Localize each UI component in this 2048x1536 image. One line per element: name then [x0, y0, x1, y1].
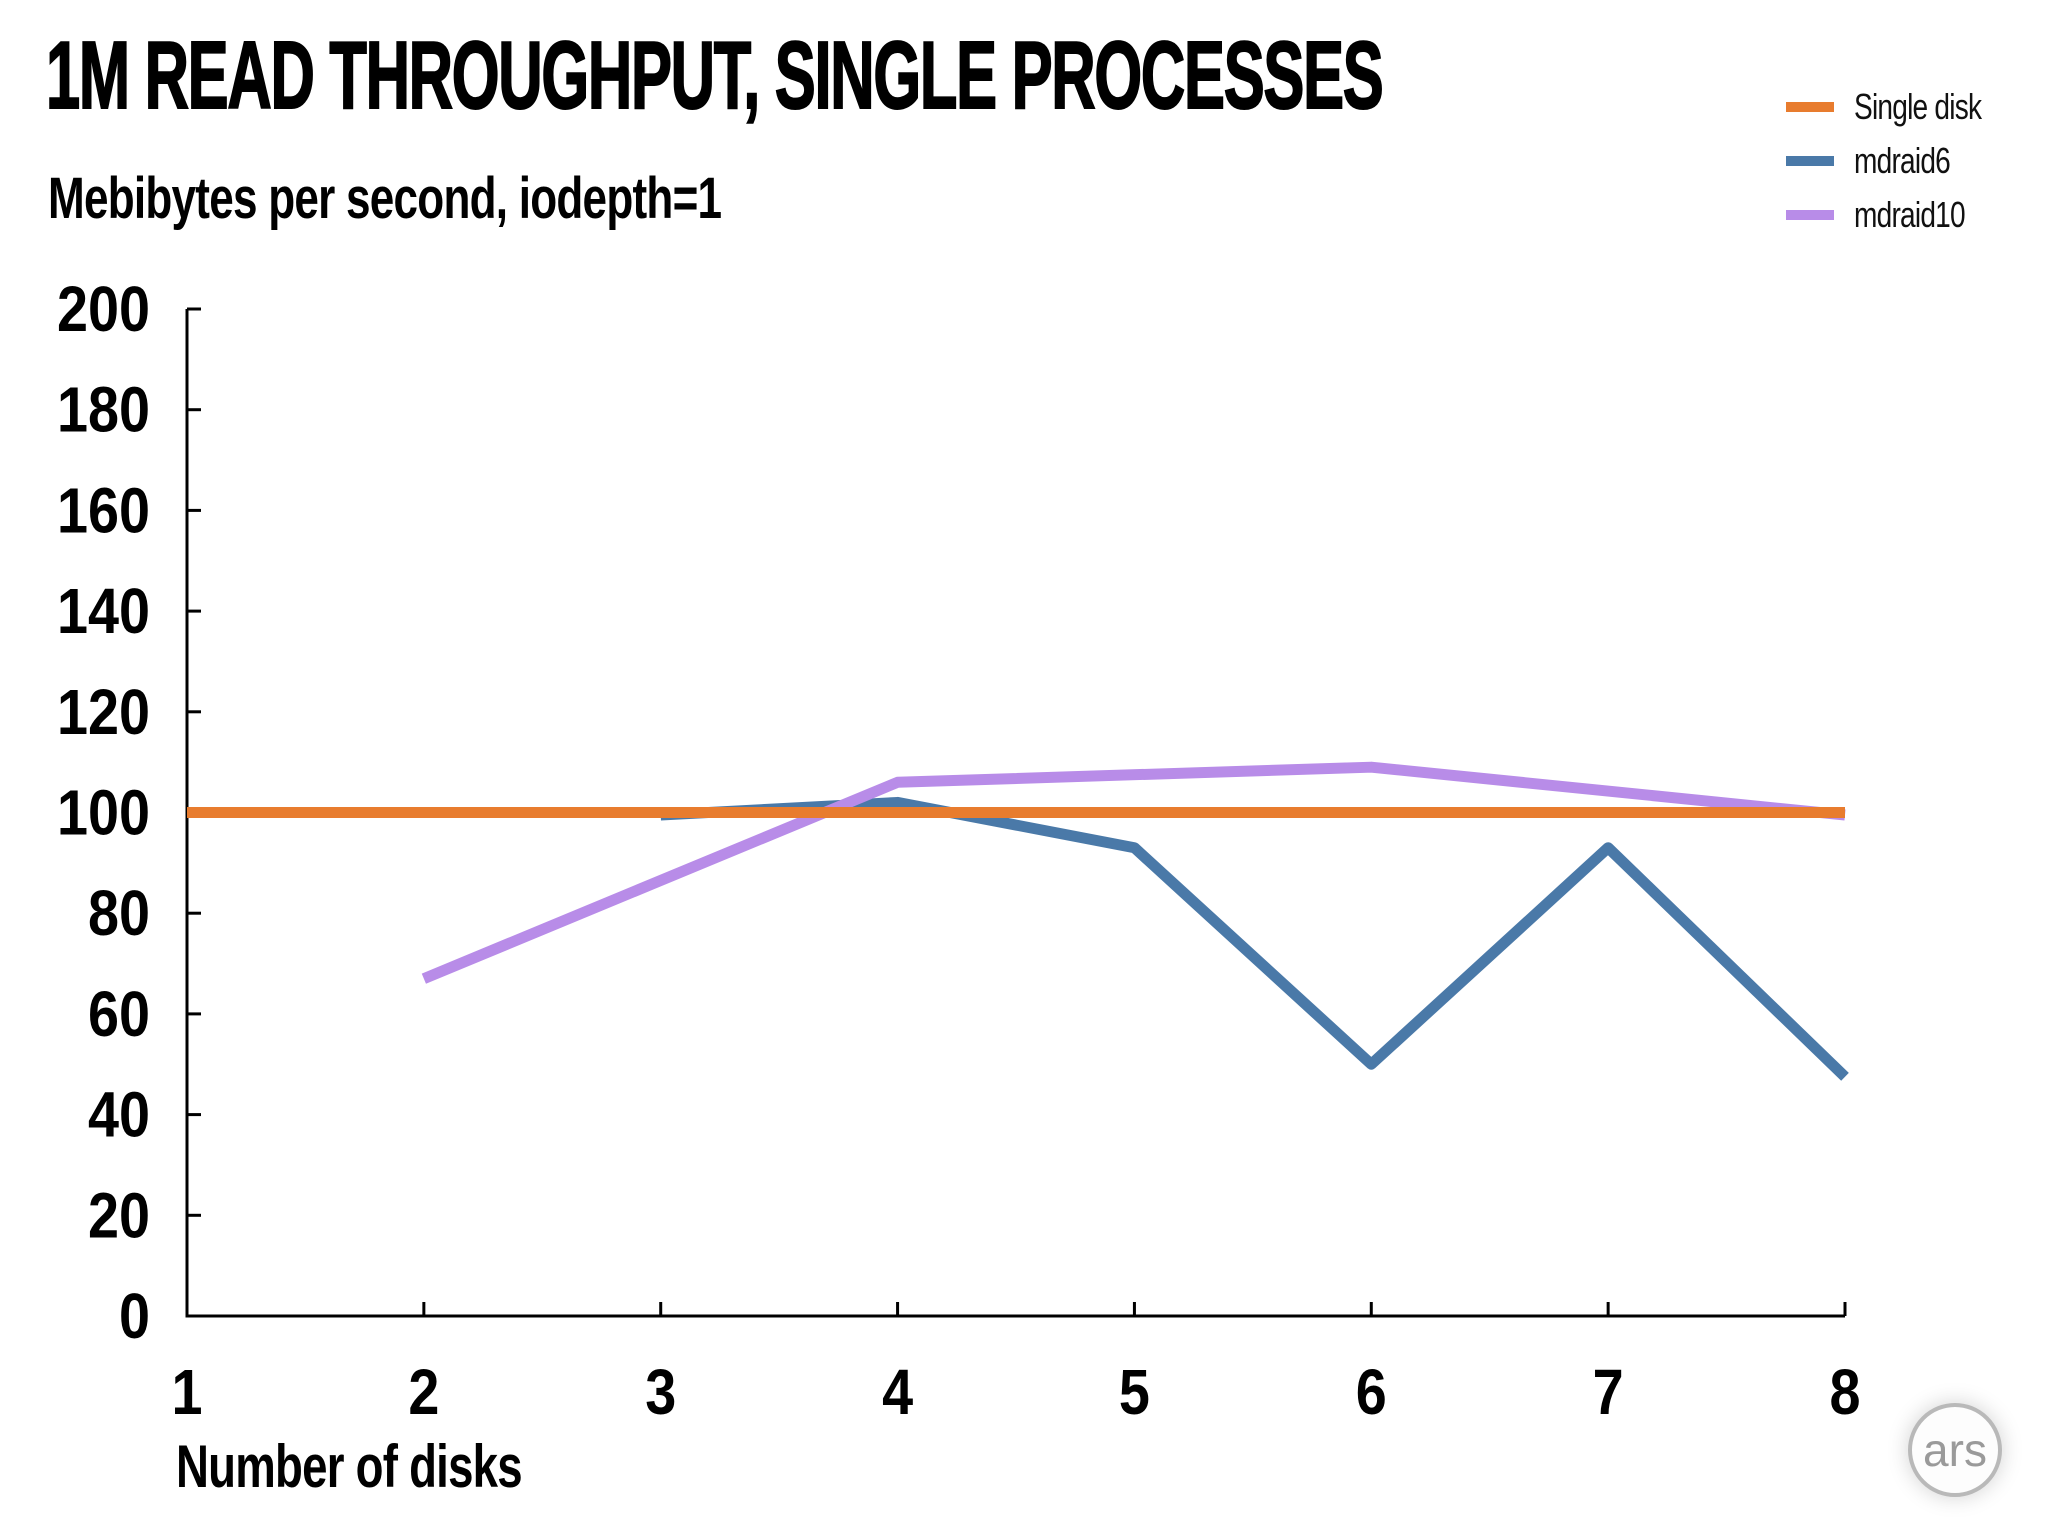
legend-label-mdraid10: mdraid10 [1854, 193, 1966, 235]
y-axis-tick-label: 160 [57, 474, 150, 546]
x-axis-tick-label: 2 [408, 1356, 439, 1428]
ars-logo: ars [1908, 1403, 2002, 1497]
x-axis-tick-label: 1 [172, 1356, 203, 1428]
y-axis-tick-label: 140 [57, 575, 150, 647]
axis-spine [185, 309, 1845, 1318]
x-axis-tick-label: 4 [882, 1356, 913, 1428]
x-axis-tick-label: 7 [1593, 1356, 1624, 1428]
chart-title: 1M READ THROUGHPUT, SINGLE PROCESSES [45, 22, 1384, 129]
series-line-mdraid10 [421, 761, 1846, 984]
legend-item-mdraid10: mdraid10 [1786, 193, 2017, 235]
series-line-mdraid6 [660, 796, 1849, 1081]
x-axis-tick-label: 6 [1356, 1356, 1387, 1428]
y-axis-tick-label: 200 [57, 273, 150, 345]
legend-swatch-mdraid10 [1786, 209, 1834, 220]
legend-item-single-disk: Single disk [1786, 85, 2017, 127]
legend-label-mdraid6: mdraid6 [1854, 139, 1951, 181]
chart-subtitle: Mebibytes per second, iodepth=1 [48, 166, 722, 231]
y-axis-tick-label: 20 [88, 1179, 150, 1251]
y-axis-tick-label: 120 [57, 676, 150, 748]
y-axis-tick-label: 60 [88, 978, 150, 1050]
legend-label-single-disk: Single disk [1854, 85, 1982, 127]
legend-item-mdraid6: mdraid6 [1786, 139, 2017, 181]
x-axis-tick-label: 5 [1119, 1356, 1150, 1428]
y-axis-tick-label: 40 [88, 1079, 150, 1151]
y-axis-tick-label: 0 [119, 1280, 150, 1352]
y-axis-tick-label: 80 [88, 877, 150, 949]
chart-legend: Single disk mdraid6 mdraid10 [1786, 85, 2017, 235]
y-axis-tick-label: 180 [57, 374, 150, 446]
legend-swatch-single-disk [1786, 101, 1834, 112]
x-axis-tick-label: 3 [645, 1356, 676, 1428]
x-axis-tick-label: 8 [1830, 1356, 1861, 1428]
y-axis-tick-label: 100 [57, 777, 150, 849]
x-axis-title: Number of disks [176, 1433, 523, 1500]
ars-logo-text: ars [1923, 1424, 1987, 1476]
legend-swatch-mdraid6 [1786, 155, 1834, 166]
